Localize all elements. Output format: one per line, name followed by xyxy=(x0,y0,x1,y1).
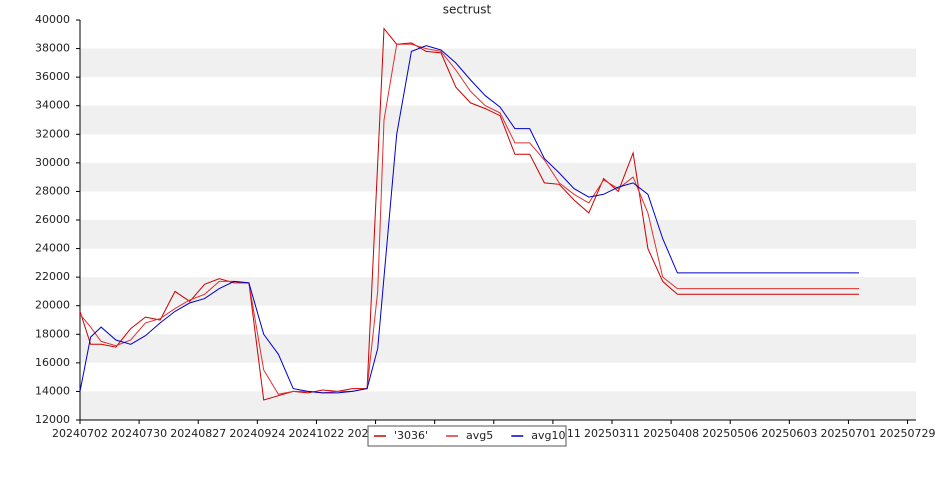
y-tick-label: 28000 xyxy=(35,184,70,197)
grid-band xyxy=(80,334,916,363)
legend-label: avg10 xyxy=(531,429,565,442)
series-line xyxy=(79,45,859,394)
legend: '3036' avg5 avg10 xyxy=(367,425,567,447)
legend-box xyxy=(367,425,567,447)
legend-label: avg5 xyxy=(466,429,493,442)
x-tick-label: 20250311 xyxy=(584,427,640,440)
x-tick-label: 20250506 xyxy=(702,427,758,440)
y-tick-label: 34000 xyxy=(35,99,70,112)
series-line xyxy=(79,43,859,395)
x-tick-label: 20250701 xyxy=(820,427,876,440)
x-tick-label: 20250408 xyxy=(643,427,699,440)
x-tick-label: 20240827 xyxy=(170,427,226,440)
y-tick-label: 14000 xyxy=(35,384,70,397)
y-tick-label: 30000 xyxy=(35,156,70,169)
series-line xyxy=(79,27,859,401)
grid-band xyxy=(80,48,916,78)
y-tick-label: 32000 xyxy=(35,127,70,140)
chart-title: sectrust xyxy=(443,3,492,17)
y-tick-label: 22000 xyxy=(35,270,70,283)
grid-band xyxy=(80,391,916,420)
grid-band xyxy=(80,277,916,306)
y-tick-label: 26000 xyxy=(35,213,70,226)
y-tick-label: 40000 xyxy=(35,13,70,26)
grid-band xyxy=(80,220,916,249)
y-tick-label: 18000 xyxy=(35,327,70,340)
y-tick-label: 38000 xyxy=(35,42,70,55)
y-tick-label: 20000 xyxy=(35,299,70,312)
x-tick-label: 20250603 xyxy=(761,427,817,440)
grid xyxy=(80,48,916,420)
x-tick-label: 20250729 xyxy=(880,427,935,440)
grid-band xyxy=(80,105,916,135)
y-tick-label: 36000 xyxy=(35,70,70,83)
legend-label: '3036' xyxy=(394,429,428,442)
x-tick-label: 20240702 xyxy=(52,427,108,440)
x-tick-label: 20240730 xyxy=(111,427,167,440)
x-tick-label: 20240924 xyxy=(229,427,285,440)
y-tick-label: 12000 xyxy=(35,413,70,426)
grid-band xyxy=(80,162,916,192)
y-tick-label: 24000 xyxy=(35,242,70,255)
x-tick-label: 20241022 xyxy=(288,427,344,440)
y-tick-label: 16000 xyxy=(35,356,70,369)
